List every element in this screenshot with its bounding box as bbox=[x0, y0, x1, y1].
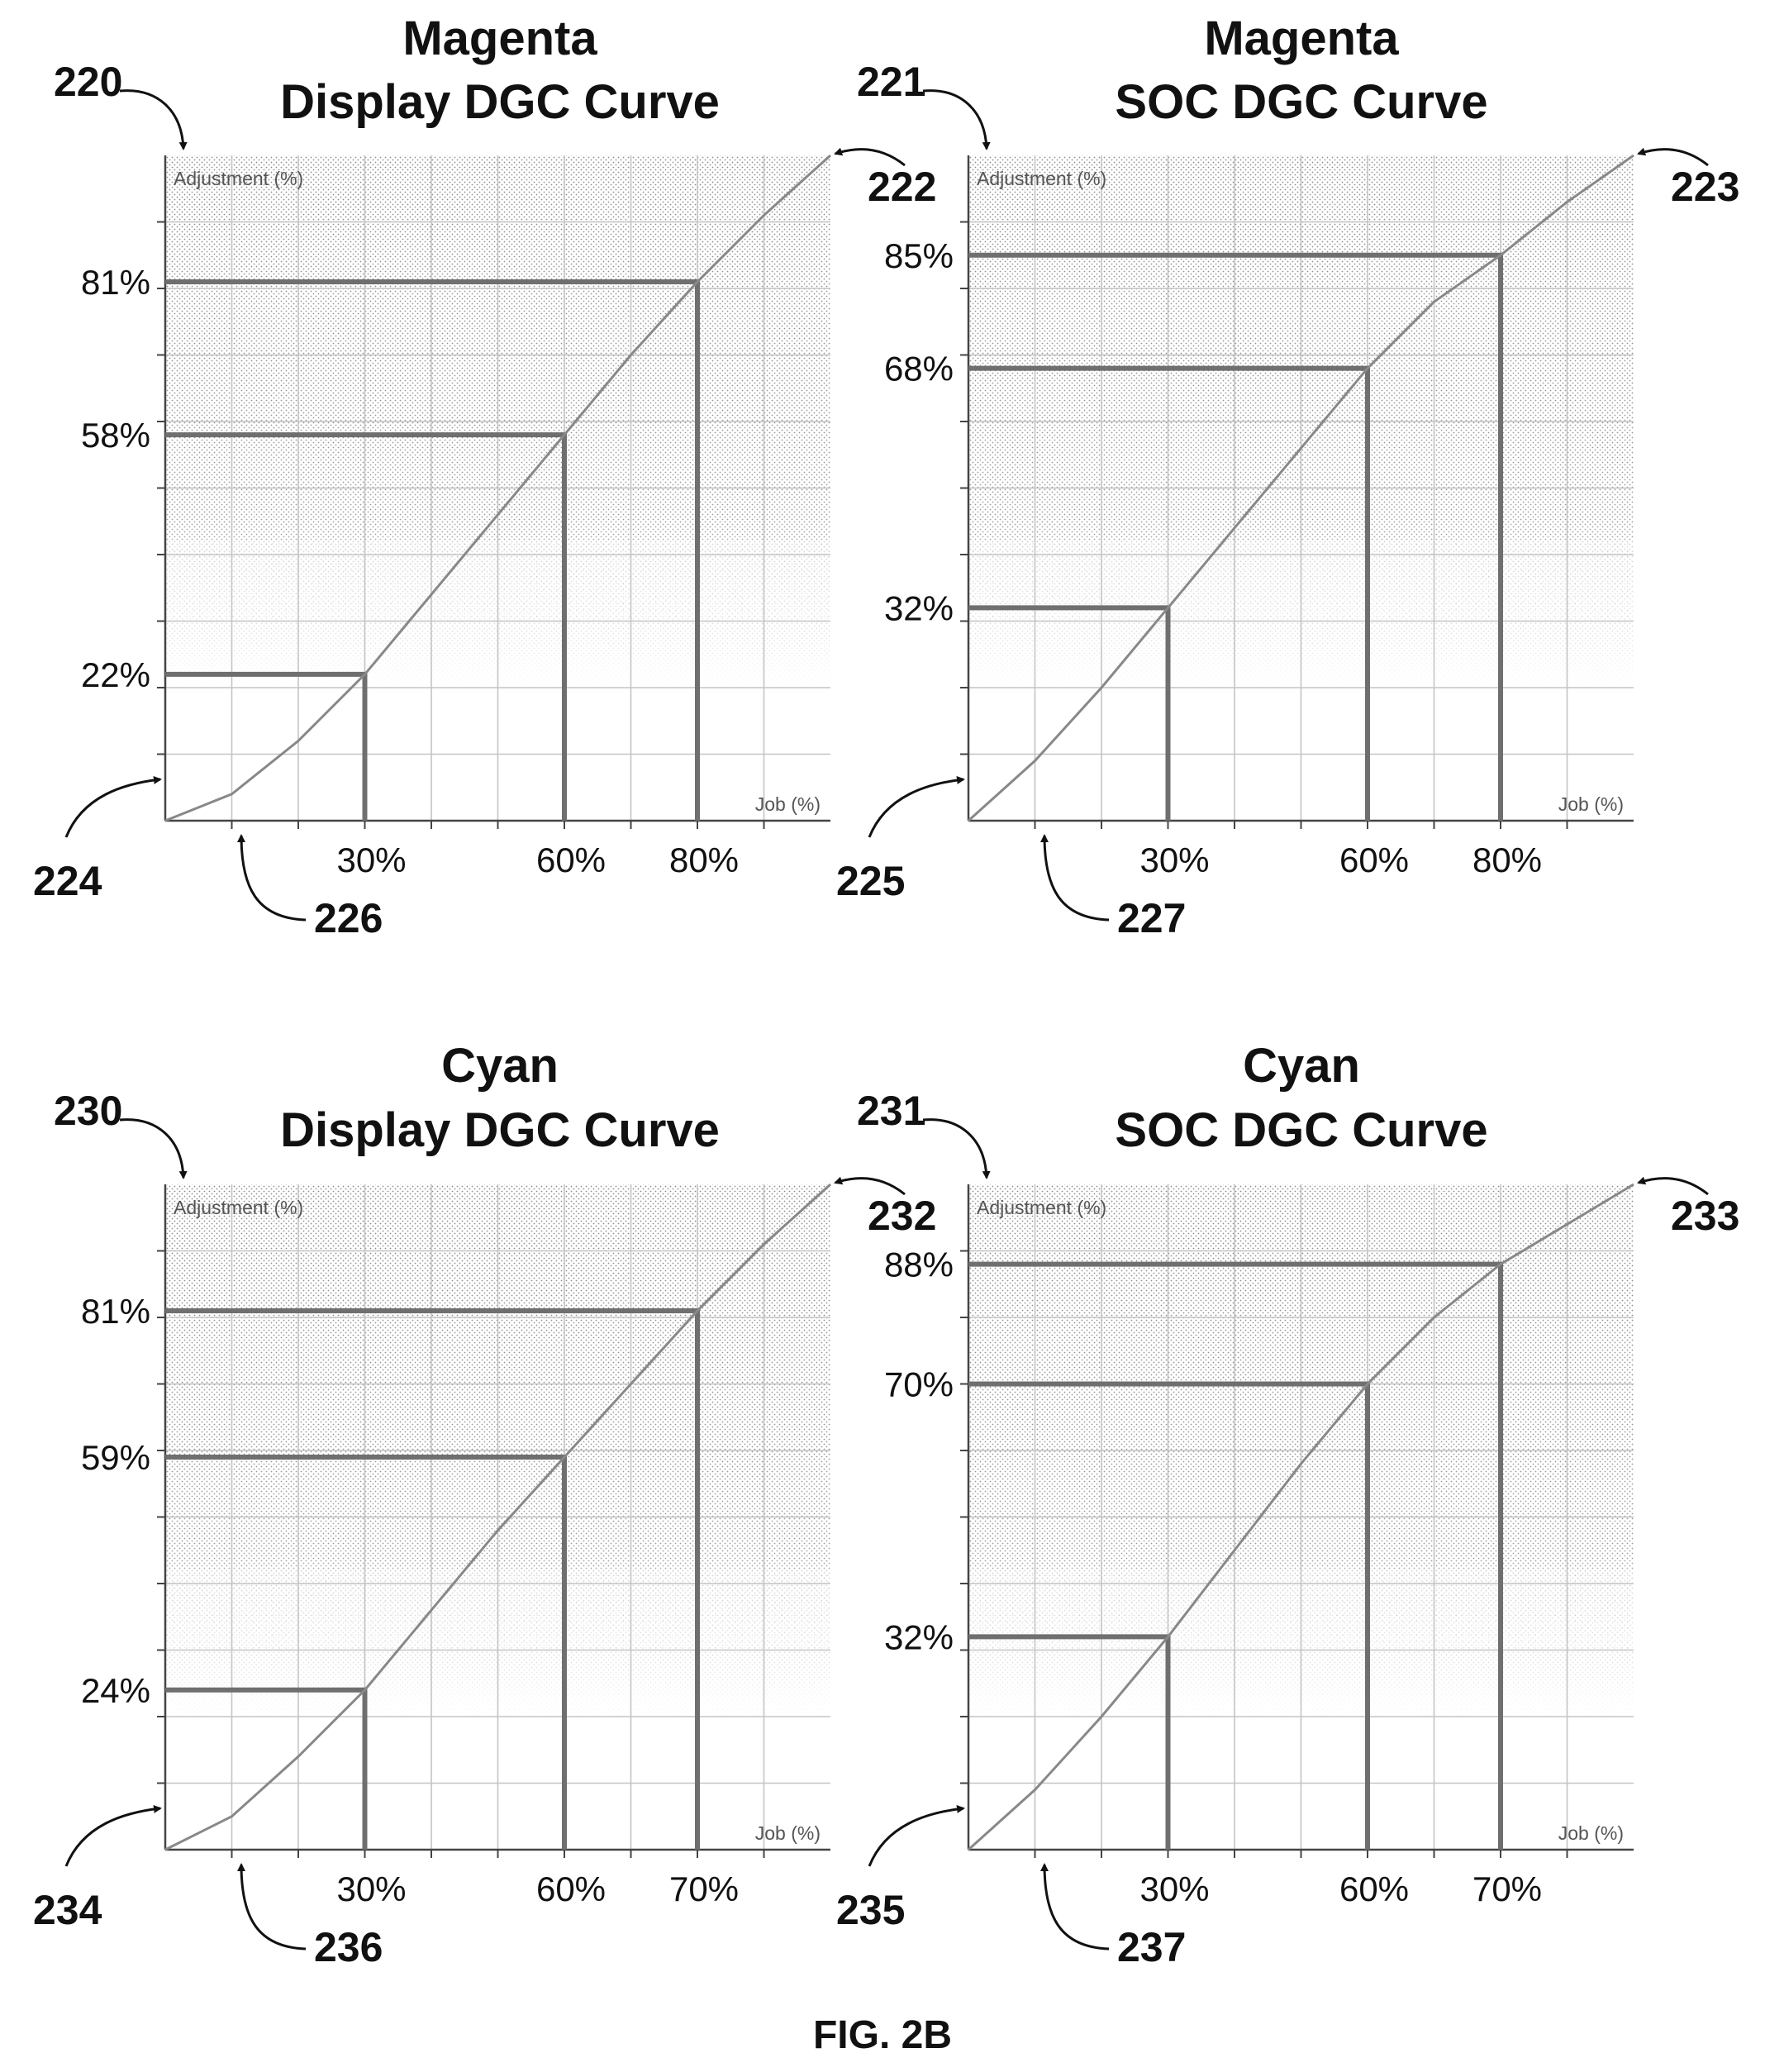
chart-subtitle: SOC DGC Curve bbox=[1115, 75, 1487, 129]
ref-number-start: 225 bbox=[836, 858, 905, 904]
x-axis-label: Job (%) bbox=[755, 793, 821, 815]
y-axis-label: Adjustment (%) bbox=[977, 1197, 1106, 1218]
ref-arrow-start bbox=[868, 775, 965, 838]
chart-subtitle: Display DGC Curve bbox=[280, 75, 720, 129]
figure-label: FIG. 2B bbox=[813, 2013, 952, 2057]
x-value-label: 30% bbox=[336, 841, 406, 879]
y-value-label: 32% bbox=[884, 1617, 954, 1656]
ref-number-chart: 220 bbox=[54, 59, 122, 105]
chart-subtitle: Display DGC Curve bbox=[280, 1103, 720, 1157]
chart-panel: Magenta SOC DGC Curve Adjustment (%) Job (%… bbox=[836, 12, 1739, 941]
ref-number-xaxis: 236 bbox=[314, 1924, 383, 1970]
ref-number-start: 234 bbox=[33, 1887, 102, 1933]
y-value-label: 59% bbox=[81, 1438, 150, 1477]
x-value-label: 60% bbox=[1339, 841, 1409, 879]
y-value-label: 81% bbox=[81, 1292, 150, 1331]
chart-title: Cyan bbox=[441, 1039, 559, 1093]
x-value-label: 70% bbox=[1472, 1870, 1542, 1908]
x-value-label: 30% bbox=[1139, 841, 1209, 879]
ref-arrow-end bbox=[834, 147, 906, 167]
ref-number-chart: 230 bbox=[54, 1088, 122, 1134]
x-value-label: 60% bbox=[1339, 1870, 1409, 1908]
chart-panel: Cyan Display DGC Curve Adjustment (%) Job (… bbox=[33, 1039, 936, 1970]
ref-number-chart: 231 bbox=[857, 1088, 925, 1134]
ref-number-end: 223 bbox=[1671, 164, 1739, 210]
grid bbox=[968, 155, 1634, 821]
y-value-label: 70% bbox=[884, 1365, 954, 1404]
ref-arrow-chart bbox=[119, 89, 188, 150]
ref-number-xaxis: 237 bbox=[1117, 1924, 1186, 1970]
dgc-curve bbox=[164, 154, 832, 822]
y-value-label: 58% bbox=[81, 416, 150, 455]
x-axis-label: Job (%) bbox=[1558, 1822, 1624, 1844]
x-value-label: 60% bbox=[536, 841, 606, 879]
chart-subtitle: SOC DGC Curve bbox=[1115, 1103, 1487, 1157]
chart-panel: Cyan SOC DGC Curve Adjustment (%) Job (%) 32… bbox=[836, 1039, 1739, 1970]
chart-title: Magenta bbox=[402, 12, 597, 65]
chart-title: Cyan bbox=[1243, 1039, 1360, 1093]
ref-number-end: 222 bbox=[868, 164, 936, 210]
y-axis-label: Adjustment (%) bbox=[174, 1197, 303, 1218]
ref-arrow-xaxis bbox=[1040, 1863, 1110, 1951]
x-value-label: 60% bbox=[536, 1870, 606, 1908]
x-value-label: 70% bbox=[669, 1870, 739, 1908]
panels: Magenta Display DGC Curve Adjustment (%) Jo… bbox=[33, 12, 1739, 1970]
ref-arrow-start bbox=[64, 775, 162, 838]
ref-number-start: 235 bbox=[836, 1887, 905, 1933]
chart-panel: Magenta Display DGC Curve Adjustment (%) Jo… bbox=[33, 12, 936, 941]
ref-arrow-chart bbox=[119, 1118, 188, 1179]
ref-arrow-chart bbox=[922, 1118, 991, 1179]
x-axis-label: Job (%) bbox=[755, 1822, 821, 1844]
x-value-label: 30% bbox=[1139, 1870, 1209, 1908]
x-value-label: 80% bbox=[669, 841, 739, 879]
dgc-curve bbox=[164, 1183, 832, 1851]
y-value-label: 88% bbox=[884, 1246, 954, 1284]
x-value-label: 80% bbox=[1472, 841, 1542, 879]
y-value-label: 22% bbox=[81, 655, 150, 694]
ref-arrow-xaxis bbox=[237, 834, 307, 922]
x-axis-label: Job (%) bbox=[1558, 793, 1624, 815]
ref-number-end: 233 bbox=[1671, 1193, 1739, 1239]
ref-arrow-start bbox=[64, 1804, 162, 1867]
ref-arrow-xaxis bbox=[237, 1863, 307, 1951]
y-axis-label: Adjustment (%) bbox=[977, 168, 1106, 189]
ref-number-start: 224 bbox=[33, 858, 102, 904]
ref-number-chart: 221 bbox=[857, 59, 925, 105]
y-axis-label: Adjustment (%) bbox=[174, 168, 303, 189]
y-value-label: 85% bbox=[884, 236, 954, 275]
ref-number-end: 232 bbox=[868, 1193, 936, 1239]
dgc-curve bbox=[967, 1183, 1634, 1851]
y-value-label: 81% bbox=[81, 263, 150, 302]
y-value-label: 32% bbox=[884, 588, 954, 627]
ref-arrow-chart bbox=[922, 89, 991, 150]
ref-arrow-end bbox=[1637, 1176, 1709, 1196]
y-value-label: 68% bbox=[884, 350, 954, 388]
dgc-curve bbox=[967, 154, 1634, 822]
ref-number-xaxis: 227 bbox=[1117, 895, 1186, 941]
x-value-label: 30% bbox=[336, 1870, 406, 1908]
ref-arrow-xaxis bbox=[1040, 834, 1110, 922]
chart-title: Magenta bbox=[1204, 12, 1399, 65]
ref-arrow-end bbox=[834, 1176, 906, 1196]
ref-arrow-end bbox=[1637, 147, 1709, 167]
ref-number-xaxis: 226 bbox=[314, 895, 383, 941]
ref-arrow-start bbox=[868, 1804, 965, 1867]
y-value-label: 24% bbox=[81, 1671, 150, 1710]
